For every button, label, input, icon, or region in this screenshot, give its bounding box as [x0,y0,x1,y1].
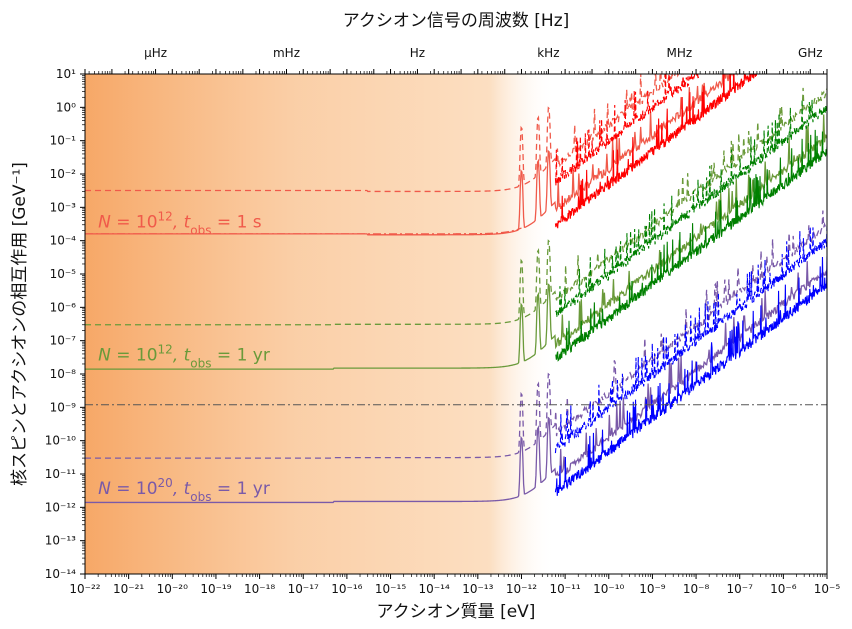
y-tick-label: 10⁻² [50,167,77,181]
series-line [85,114,827,370]
series-line [85,261,827,504]
y-tick-label: 10⁻⁴ [50,234,77,248]
x-tick-label: 10⁻²² [69,582,100,596]
y-tick-label: 10⁻¹³ [45,534,76,548]
y-axis-title: 核スピンとアクシオンの相互作用 [GeV⁻¹] [10,162,30,486]
x-tick-label: 10⁻¹⁵ [375,582,406,596]
top-tick-label: Hz [410,46,425,60]
high-mass-series [554,225,827,454]
x-tick-label: 10⁻¹⁹ [200,582,231,596]
y-tick-label: 10⁻¹⁰ [45,434,76,448]
y-tick-label: 10⁻⁷ [50,334,77,348]
x-tick-label: 10⁻¹² [506,582,537,596]
y-tick-label: 10⁻⁸ [50,367,77,381]
x-tick-label: 10⁻¹⁷ [288,582,319,596]
y-tick-label: 10⁻¹⁴ [45,567,76,581]
series-lines [85,74,827,504]
series-line [85,87,827,326]
annotations: N = 1012, tobs = 1 s N = 1012, tobs = 1 y… [98,209,270,504]
x-tick-label: 10⁻¹⁴ [419,582,450,596]
chart-title: アクシオン信号の周波数 [Hz] [343,11,570,31]
x-tick-label: 10⁻¹¹ [550,582,581,596]
top-tick-label: GHz [798,46,823,60]
x-axis: 10⁻²² 10⁻²¹ 10⁻²⁰ 10⁻¹⁹ 10⁻¹⁸ 10⁻¹⁷ 10⁻¹⁶ 10⁻¹⁵… [69,69,840,596]
x-tick-label: 10⁻⁶ [770,582,797,596]
x-tick-label: 10⁻¹⁰ [593,582,624,596]
x-axis-title: アクシオン質量 [eV] [377,602,536,622]
top-tick-label: MHz [666,46,692,60]
top-tick-label: mHz [273,46,300,60]
x-tick-label: 10⁻⁹ [639,582,666,596]
x-tick-label: 10⁻¹³ [462,582,493,596]
high-mass-series [555,99,827,318]
y-tick-label: 10¹ [56,67,76,81]
high-mass-series [554,256,827,496]
high-mass-series [554,74,701,186]
series-annotation: N = 1012, tobs = 1 yr [98,343,270,371]
x-tick-label: 10⁻²⁰ [157,582,188,596]
x-tick-label: 10⁻²¹ [113,582,144,596]
top-tick-label: kHz [537,46,559,60]
y-axis: 10⁻¹⁴ 10⁻¹³ 10⁻¹² 10⁻¹¹ 10⁻¹⁰ 10⁻⁹ 10⁻⁸ 10⁻⁷ 10⁻… [45,67,85,581]
plot-frame [84,73,828,575]
y-tick-label: 10⁻³ [50,200,77,214]
high-mass-series [554,74,757,229]
x-tick-label: 10⁻¹⁸ [244,582,275,596]
series-annotation: N = 1020, tobs = 1 yr [98,476,270,504]
series-line [85,74,683,193]
top-axis: μHz mHz Hz kHz MHz GHz [88,46,824,74]
series-line [85,210,827,459]
y-tick-label: 10⁻⁵ [50,267,77,281]
x-tick-label: 10⁻¹⁶ [331,582,362,596]
series-line [85,227,522,235]
y-tick-label: 10⁻¹² [45,500,76,514]
y-tick-label: 10⁻¹¹ [45,467,76,481]
y-tick-label: 10⁰ [56,100,76,114]
series-annotation: N = 1012, tobs = 1 s [98,209,262,237]
top-tick-label: μHz [144,46,167,60]
x-tick-label: 10⁻⁸ [683,582,710,596]
x-tick-label: 10⁻⁷ [726,582,753,596]
y-tick-label: 10⁻⁶ [50,300,77,314]
y-tick-label: 10⁻¹ [50,134,77,148]
y-tick-label: 10⁻⁹ [50,400,77,414]
x-tick-label: 10⁻⁵ [814,582,841,596]
high-mass-series [555,129,827,362]
